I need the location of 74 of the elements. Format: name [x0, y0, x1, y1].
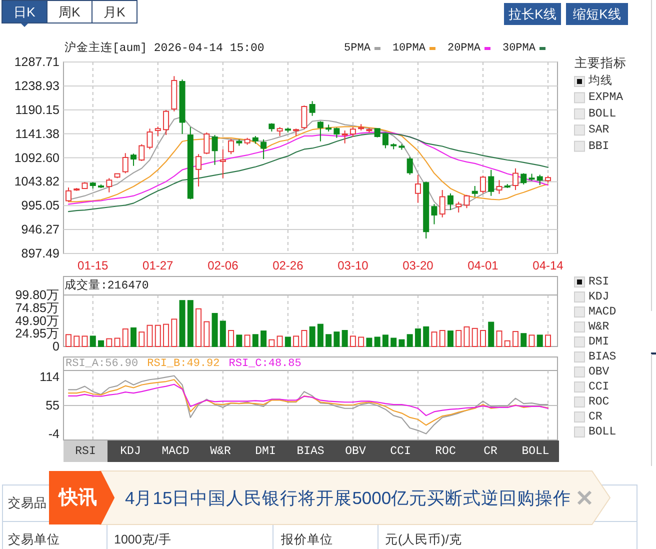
text: BOLL [588, 426, 616, 438]
text: RSI [588, 276, 610, 288]
y-tick: 55 [46, 398, 60, 412]
x-tick: 03-20 [402, 258, 434, 272]
x-tick: 04-01 [468, 258, 498, 272]
text: BOLL [588, 107, 616, 120]
text: KDJ [120, 445, 141, 458]
y-tick: 99.80万 [15, 288, 60, 302]
y-tick: -4 [48, 426, 60, 441]
text: CR [484, 445, 498, 458]
text: SAR [588, 124, 610, 137]
text: 4月15日中国人民银行将开展5000亿元买断式逆回购操作 [125, 488, 572, 508]
text: 周K [58, 4, 81, 20]
y-tick: 897.49 [21, 246, 60, 260]
text: DMI [255, 445, 276, 458]
text: BIAS [296, 445, 324, 458]
text: 均线 [588, 74, 612, 88]
legend-label: RSI_B:49.92 [147, 358, 220, 370]
x-tick: 04-14 [532, 258, 564, 272]
text: ROC [588, 396, 610, 408]
legend-label: 5PMA [344, 42, 370, 54]
text: 月K [104, 4, 126, 20]
y-tick: 995.05 [21, 198, 60, 213]
text: 交易品 [8, 495, 47, 510]
text: EXPMA [588, 91, 624, 104]
text: OBV [345, 445, 366, 458]
text: 缩短K线 [573, 6, 621, 22]
title: 成交量:216470 [64, 280, 149, 292]
text: 交易单位 [8, 532, 60, 546]
x-tick: 03-10 [338, 258, 368, 272]
y-tick: 49.90万 [15, 314, 60, 328]
text: BBI [588, 140, 610, 153]
y-tick: 1092.60 [14, 150, 60, 165]
y-tick: 0 [52, 340, 60, 354]
y-tick: 1141.38 [15, 126, 60, 141]
y-tick: 946.27 [21, 222, 60, 237]
text: CCI [390, 445, 411, 458]
y-tick: 1238.93 [14, 78, 60, 93]
x-tick: 01-15 [78, 258, 108, 272]
text: 1000克/手 [114, 532, 172, 546]
text: 主要指标 [574, 55, 626, 70]
text: 拉长K线 [508, 6, 556, 22]
y-tick: 1287.71 [14, 55, 60, 69]
legend-label: 20PMA [447, 42, 480, 54]
text: OBV [588, 366, 610, 378]
y-tick: 1190.15 [15, 102, 60, 117]
text: 日K [14, 4, 36, 20]
legend-label: 10PMA [392, 42, 426, 54]
text: 快讯 [57, 486, 97, 508]
title: 沪金主连[aum] 2026-04-14 15:00 [64, 42, 264, 55]
text: 元(人民币)/克 [385, 532, 462, 546]
y-tick: 24.95万 [15, 326, 60, 341]
y-tick: 1043.82 [14, 174, 60, 189]
x-tick: 02-06 [208, 258, 238, 272]
text: MACD [588, 306, 616, 318]
text: W&R [210, 445, 231, 458]
text: BOLL [522, 445, 550, 458]
text: MACD [162, 445, 190, 458]
x-tick: 01-27 [142, 258, 174, 272]
legend-label: 30PMA [502, 42, 536, 54]
text: BIAS [588, 350, 616, 364]
text: RSI [75, 445, 96, 458]
x-tick: 02-26 [272, 258, 304, 272]
text: CR [588, 410, 602, 424]
text: DMI [588, 336, 610, 348]
text: KDJ [588, 290, 610, 304]
legend-label: RSI_A:56.90 [66, 358, 138, 370]
y-tick: 114 [40, 370, 60, 384]
text: 报价单位 [280, 532, 333, 546]
text: W&R [588, 320, 610, 334]
text: CCI [588, 380, 610, 394]
legend-label: RSI_C:48.85 [228, 358, 302, 370]
text: ROC [435, 445, 456, 458]
y-tick: 74.85万 [15, 300, 60, 315]
